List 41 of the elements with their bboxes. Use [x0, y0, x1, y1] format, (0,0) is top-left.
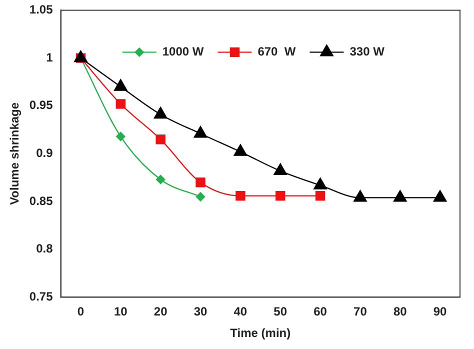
point: [116, 99, 126, 109]
point: [114, 79, 128, 91]
point: [156, 134, 166, 144]
x-tick-label: 60: [314, 304, 328, 319]
point: [236, 190, 246, 201]
y-tick-label: 0.8: [36, 242, 54, 256]
y-axis-title: Volume shrinkage: [8, 102, 22, 205]
y-tick-label: 0.9: [36, 146, 54, 160]
y-tick-label: 0.75: [29, 290, 54, 304]
point: [154, 106, 168, 119]
y-tick-label: 0.85: [29, 194, 54, 208]
x-tick-label: 70: [354, 304, 368, 319]
y-tick-label: 0.95: [29, 98, 54, 112]
x-tick-label: 30: [194, 304, 208, 319]
y-tick-label: 1.05: [29, 2, 54, 17]
x-tick-label: 40: [234, 304, 248, 319]
x-tick-label: 10: [114, 304, 128, 319]
x-tick-label: 50: [274, 304, 288, 319]
point: [234, 144, 248, 156]
legend-label: 670 W: [258, 44, 296, 59]
legend-label: 1000 W: [162, 44, 204, 59]
x-tick-label: 90: [433, 304, 448, 319]
legend-label: 330 W: [350, 44, 386, 59]
point: [74, 50, 88, 62]
x-axis-title: Time (min): [230, 326, 291, 340]
point: [433, 190, 447, 202]
point: [314, 178, 327, 190]
point: [354, 190, 367, 202]
x-tick-label: 80: [393, 304, 408, 319]
point: [274, 163, 287, 176]
point: [196, 178, 206, 188]
point: [116, 132, 126, 142]
point: [194, 126, 208, 138]
point: [196, 192, 206, 202]
point: [156, 174, 166, 184]
point: [393, 190, 407, 202]
y-tick-label: 1: [46, 50, 54, 64]
point: [276, 190, 286, 201]
x-tick-label: 20: [154, 304, 168, 319]
point: [315, 190, 326, 201]
x-tick-label: 0: [77, 304, 84, 319]
